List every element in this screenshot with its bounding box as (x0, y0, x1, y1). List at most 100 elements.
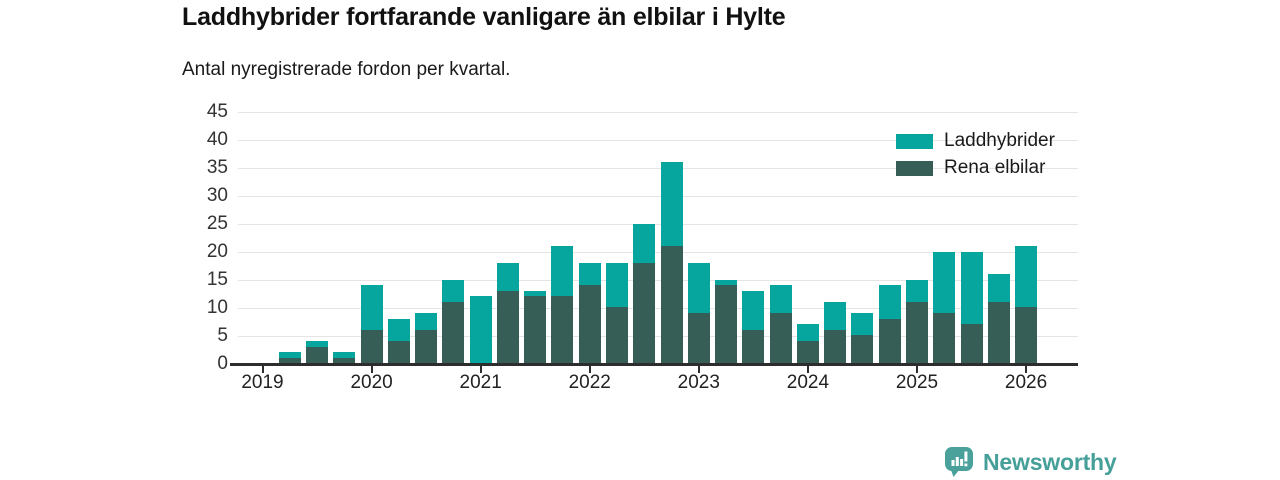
y-tick-label: 30 (206, 184, 228, 206)
legend-row: Laddhybrider (896, 131, 1055, 151)
y-tick-label: 35 (206, 156, 228, 178)
bar-2020q2 (387, 318, 410, 364)
y-tick-label: 15 (206, 268, 228, 290)
bar-segment-laddhybrider (1015, 245, 1038, 308)
bar-segment-laddhybrider (796, 324, 819, 342)
x-tick-mark (261, 366, 264, 373)
bar-segment-rena-elbilar (578, 285, 601, 364)
bar-segment-rena-elbilar (715, 285, 738, 364)
x-tick-label: 2019 (241, 372, 284, 393)
bar-2021q4 (551, 245, 574, 364)
y-tick-label: 20 (206, 240, 228, 262)
gridline-y-30 (238, 195, 1078, 197)
bar-2025q4 (987, 273, 1010, 364)
x-tick-label: 2022 (568, 372, 611, 393)
bar-segment-rena-elbilar (987, 301, 1010, 364)
bar-segment-rena-elbilar (551, 296, 574, 364)
bar-2024q1 (796, 324, 819, 364)
bar-2020q3 (415, 313, 438, 364)
bar-segment-laddhybrider (878, 285, 901, 319)
newsworthy-logo[interactable]: Newsworthy (944, 446, 1117, 478)
bar-2024q3 (851, 313, 874, 364)
x-tick-label: 2025 (895, 372, 939, 393)
bar-segment-laddhybrider (524, 290, 547, 297)
x-tick-mark (588, 366, 591, 373)
bar-2020q1 (360, 285, 383, 364)
x-tick-mark (697, 366, 700, 373)
bar-segment-rena-elbilar (824, 329, 847, 364)
legend-label: Rena elbilar (944, 157, 1046, 178)
bar-segment-laddhybrider (660, 161, 683, 246)
bar-segment-laddhybrider (742, 290, 765, 330)
bar-2023q3 (742, 290, 765, 364)
bar-segment-laddhybrider (933, 251, 956, 314)
bar-2020q4 (442, 279, 465, 364)
bar-2019q3 (306, 341, 329, 364)
gridline-y-10 (238, 307, 1078, 309)
bar-segment-laddhybrider (469, 296, 492, 364)
x-tick-mark (370, 366, 373, 373)
chart-subtitle: Antal nyregistrerade fordon per kvartal. (182, 59, 511, 80)
bar-segment-laddhybrider (496, 262, 519, 291)
y-tick-label: 45 (206, 100, 228, 122)
gridline-y-40 (238, 139, 1078, 141)
gridline-y-45 (238, 111, 1078, 113)
x-tick-label: 2023 (677, 372, 720, 393)
legend-row: Rena elbilar (896, 158, 1055, 178)
x-tick-mark (1025, 366, 1028, 373)
bar-2024q2 (824, 301, 847, 364)
bar-segment-laddhybrider (387, 318, 410, 342)
bar-2022q1 (578, 262, 601, 364)
bar-segment-rena-elbilar (496, 290, 519, 364)
legend-label: Laddhybrider (944, 130, 1055, 151)
bar-segment-laddhybrider (987, 273, 1010, 302)
bar-2021q1 (469, 296, 492, 364)
bar-segment-rena-elbilar (851, 335, 874, 364)
bar-segment-rena-elbilar (742, 329, 765, 364)
legend: Laddhybrider Rena elbilar (896, 131, 1055, 185)
bar-2019q2 (278, 352, 301, 364)
bar-segment-rena-elbilar (360, 329, 383, 364)
gridline-y-25 (238, 223, 1078, 225)
gridline-y-5 (238, 335, 1078, 337)
y-tick-label: 0 (217, 352, 228, 374)
y-tick-label: 25 (206, 212, 228, 234)
bar-segment-rena-elbilar (442, 301, 465, 364)
bar-2025q2 (933, 251, 956, 364)
x-tick-mark (915, 366, 918, 373)
bar-segment-rena-elbilar (387, 341, 410, 364)
bar-segment-laddhybrider (415, 313, 438, 330)
bar-2023q4 (769, 285, 792, 364)
gridline-y-35 (238, 167, 1078, 169)
bar-segment-laddhybrider (606, 262, 628, 308)
bar-2022q4 (660, 161, 683, 364)
y-tick-label: 10 (206, 296, 228, 318)
chart-title: Laddhybrider fortfarande vanligare än el… (182, 3, 786, 31)
y-tick-label: 5 (217, 324, 228, 346)
bar-segment-rena-elbilar (960, 324, 983, 364)
bar-segment-rena-elbilar (1015, 307, 1038, 364)
bar-2021q2 (496, 262, 519, 364)
bar-segment-rena-elbilar (524, 296, 547, 364)
legend-swatch (896, 160, 933, 176)
bar-segment-rena-elbilar (333, 357, 356, 364)
x-axis-line (230, 363, 1078, 366)
bar-2023q1 (687, 262, 710, 364)
bar-segment-laddhybrider (306, 341, 329, 347)
bar-segment-rena-elbilar (905, 301, 928, 364)
x-tick-label: 2021 (459, 372, 502, 393)
bar-segment-laddhybrider (333, 352, 356, 358)
bar-2025q3 (960, 251, 983, 364)
legend-swatch (896, 133, 933, 149)
bar-2021q3 (524, 290, 547, 364)
x-tick-label: 2024 (786, 372, 830, 393)
bar-segment-rena-elbilar (660, 245, 683, 364)
bar-segment-rena-elbilar (878, 318, 901, 364)
bar-segment-laddhybrider (551, 245, 574, 297)
bar-segment-laddhybrider (278, 352, 301, 358)
bar-segment-laddhybrider (360, 285, 383, 330)
y-tick-label: 40 (206, 128, 228, 150)
bar-segment-rena-elbilar (606, 307, 628, 364)
